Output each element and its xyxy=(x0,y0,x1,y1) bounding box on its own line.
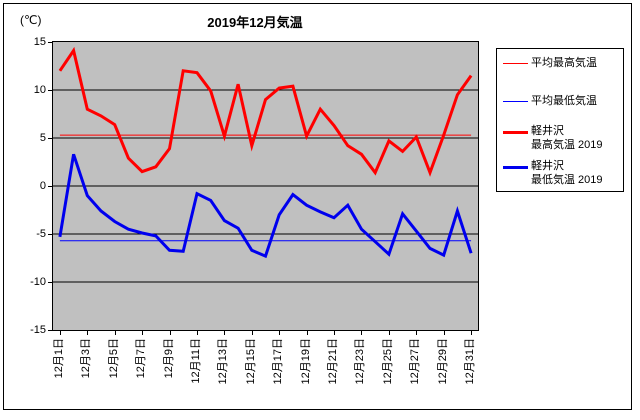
legend-item-label: 平均最低気温 xyxy=(531,95,597,107)
y-tick-label: -5 xyxy=(36,228,46,240)
x-tick-label-text: 12月31日 xyxy=(464,338,476,385)
legend-item-label: 軽井沢 最高気温 2019 xyxy=(531,125,603,151)
legend-line-swatch xyxy=(503,131,528,134)
chart-outer-frame xyxy=(3,3,632,410)
y-tick-label: 15 xyxy=(33,36,46,48)
y-tick-mark xyxy=(48,138,53,139)
x-tick-mark xyxy=(60,331,61,335)
x-tick-label-text: 12月25日 xyxy=(382,338,394,385)
x-tick-mark xyxy=(252,331,253,335)
x-tick-mark xyxy=(87,331,88,335)
legend-item: 平均最低気温 xyxy=(503,94,597,108)
x-tick-mark xyxy=(115,331,116,335)
legend-item-label: 平均最高気温 xyxy=(531,57,597,69)
x-tick-label: 12月13日 xyxy=(217,338,230,404)
x-tick-label: 12月25日 xyxy=(382,338,395,404)
legend-line-swatch xyxy=(503,166,528,169)
x-tick-label: 12月11日 xyxy=(190,338,203,404)
chart-title: 2019年12月気温 xyxy=(207,15,303,30)
y-tick-mark xyxy=(48,330,53,331)
x-tick-mark xyxy=(279,331,280,335)
y-tick-mark xyxy=(48,234,53,235)
x-tick-label: 12月3日 xyxy=(80,338,93,404)
y-tick-label: 5 xyxy=(39,132,46,144)
y-axis-unit-label: (℃) xyxy=(20,13,42,27)
x-tick-label-text: 12月11日 xyxy=(190,338,202,384)
x-tick-label-text: 12月7日 xyxy=(135,338,147,379)
y-tick-label: 10 xyxy=(33,84,46,96)
x-tick-label-text: 12月5日 xyxy=(108,338,120,379)
y-tick-label: -10 xyxy=(30,276,46,288)
legend-item: 平均最高気温 xyxy=(503,56,597,70)
line-chart xyxy=(53,46,478,283)
x-tick-label: 12月1日 xyxy=(53,338,66,404)
y-tick-mark xyxy=(48,42,53,43)
x-tick-label-text: 12月17日 xyxy=(272,338,284,385)
legend-item-label: 軽井沢 最低気温 2019 xyxy=(531,160,603,186)
x-tick-label-text: 12月3日 xyxy=(80,338,92,379)
x-tick-label: 12月21日 xyxy=(327,338,340,404)
x-tick-label: 12月19日 xyxy=(300,338,313,404)
x-tick-mark xyxy=(444,331,445,335)
x-tick-label: 12月9日 xyxy=(163,338,176,404)
x-tick-mark xyxy=(142,331,143,335)
series-line xyxy=(58,46,473,177)
x-tick-label-text: 12月1日 xyxy=(53,338,65,379)
y-tick-mark xyxy=(48,90,53,91)
x-tick-mark xyxy=(416,331,417,335)
series-line xyxy=(58,153,473,259)
x-tick-mark xyxy=(361,331,362,335)
x-tick-label-text: 12月23日 xyxy=(354,338,366,385)
x-tick-mark xyxy=(334,331,335,335)
y-tick-label: -15 xyxy=(30,324,46,336)
x-tick-label-text: 12月21日 xyxy=(327,338,339,385)
x-tick-mark xyxy=(471,331,472,335)
x-tick-mark xyxy=(197,331,198,335)
legend-line-swatch xyxy=(503,63,528,64)
x-tick-label: 12月5日 xyxy=(108,338,121,404)
plot-area xyxy=(52,41,479,331)
x-tick-label-text: 12月15日 xyxy=(245,338,257,385)
x-tick-label: 12月7日 xyxy=(135,338,148,404)
y-tick-mark xyxy=(48,186,53,187)
x-tick-label: 12月15日 xyxy=(245,338,258,404)
x-tick-label-text: 12月27日 xyxy=(409,338,421,385)
x-tick-label: 12月31日 xyxy=(464,338,477,404)
x-tick-label-text: 12月19日 xyxy=(300,338,312,385)
x-tick-label: 12月17日 xyxy=(272,338,285,404)
x-tick-label-text: 12月9日 xyxy=(163,338,175,379)
x-tick-mark xyxy=(170,331,171,335)
legend-item: 軽井沢 最高気温 2019 xyxy=(503,124,603,152)
x-tick-label: 12月29日 xyxy=(437,338,450,404)
legend-line-swatch xyxy=(503,101,528,102)
x-tick-label: 12月23日 xyxy=(354,338,367,404)
legend-item: 軽井沢 最低気温 2019 xyxy=(503,159,603,187)
x-tick-label: 12月27日 xyxy=(409,338,422,404)
y-tick-label: 0 xyxy=(39,180,46,192)
x-tick-mark xyxy=(224,331,225,335)
x-tick-label-text: 12月29日 xyxy=(437,338,449,385)
x-tick-mark xyxy=(389,331,390,335)
x-tick-label-text: 12月13日 xyxy=(217,338,229,385)
legend-box: 平均最高気温 平均最低気温軽井沢 最高気温 2019 軽井沢 最低気温 2019 xyxy=(496,48,624,192)
x-tick-mark xyxy=(307,331,308,335)
y-tick-mark xyxy=(48,282,53,283)
